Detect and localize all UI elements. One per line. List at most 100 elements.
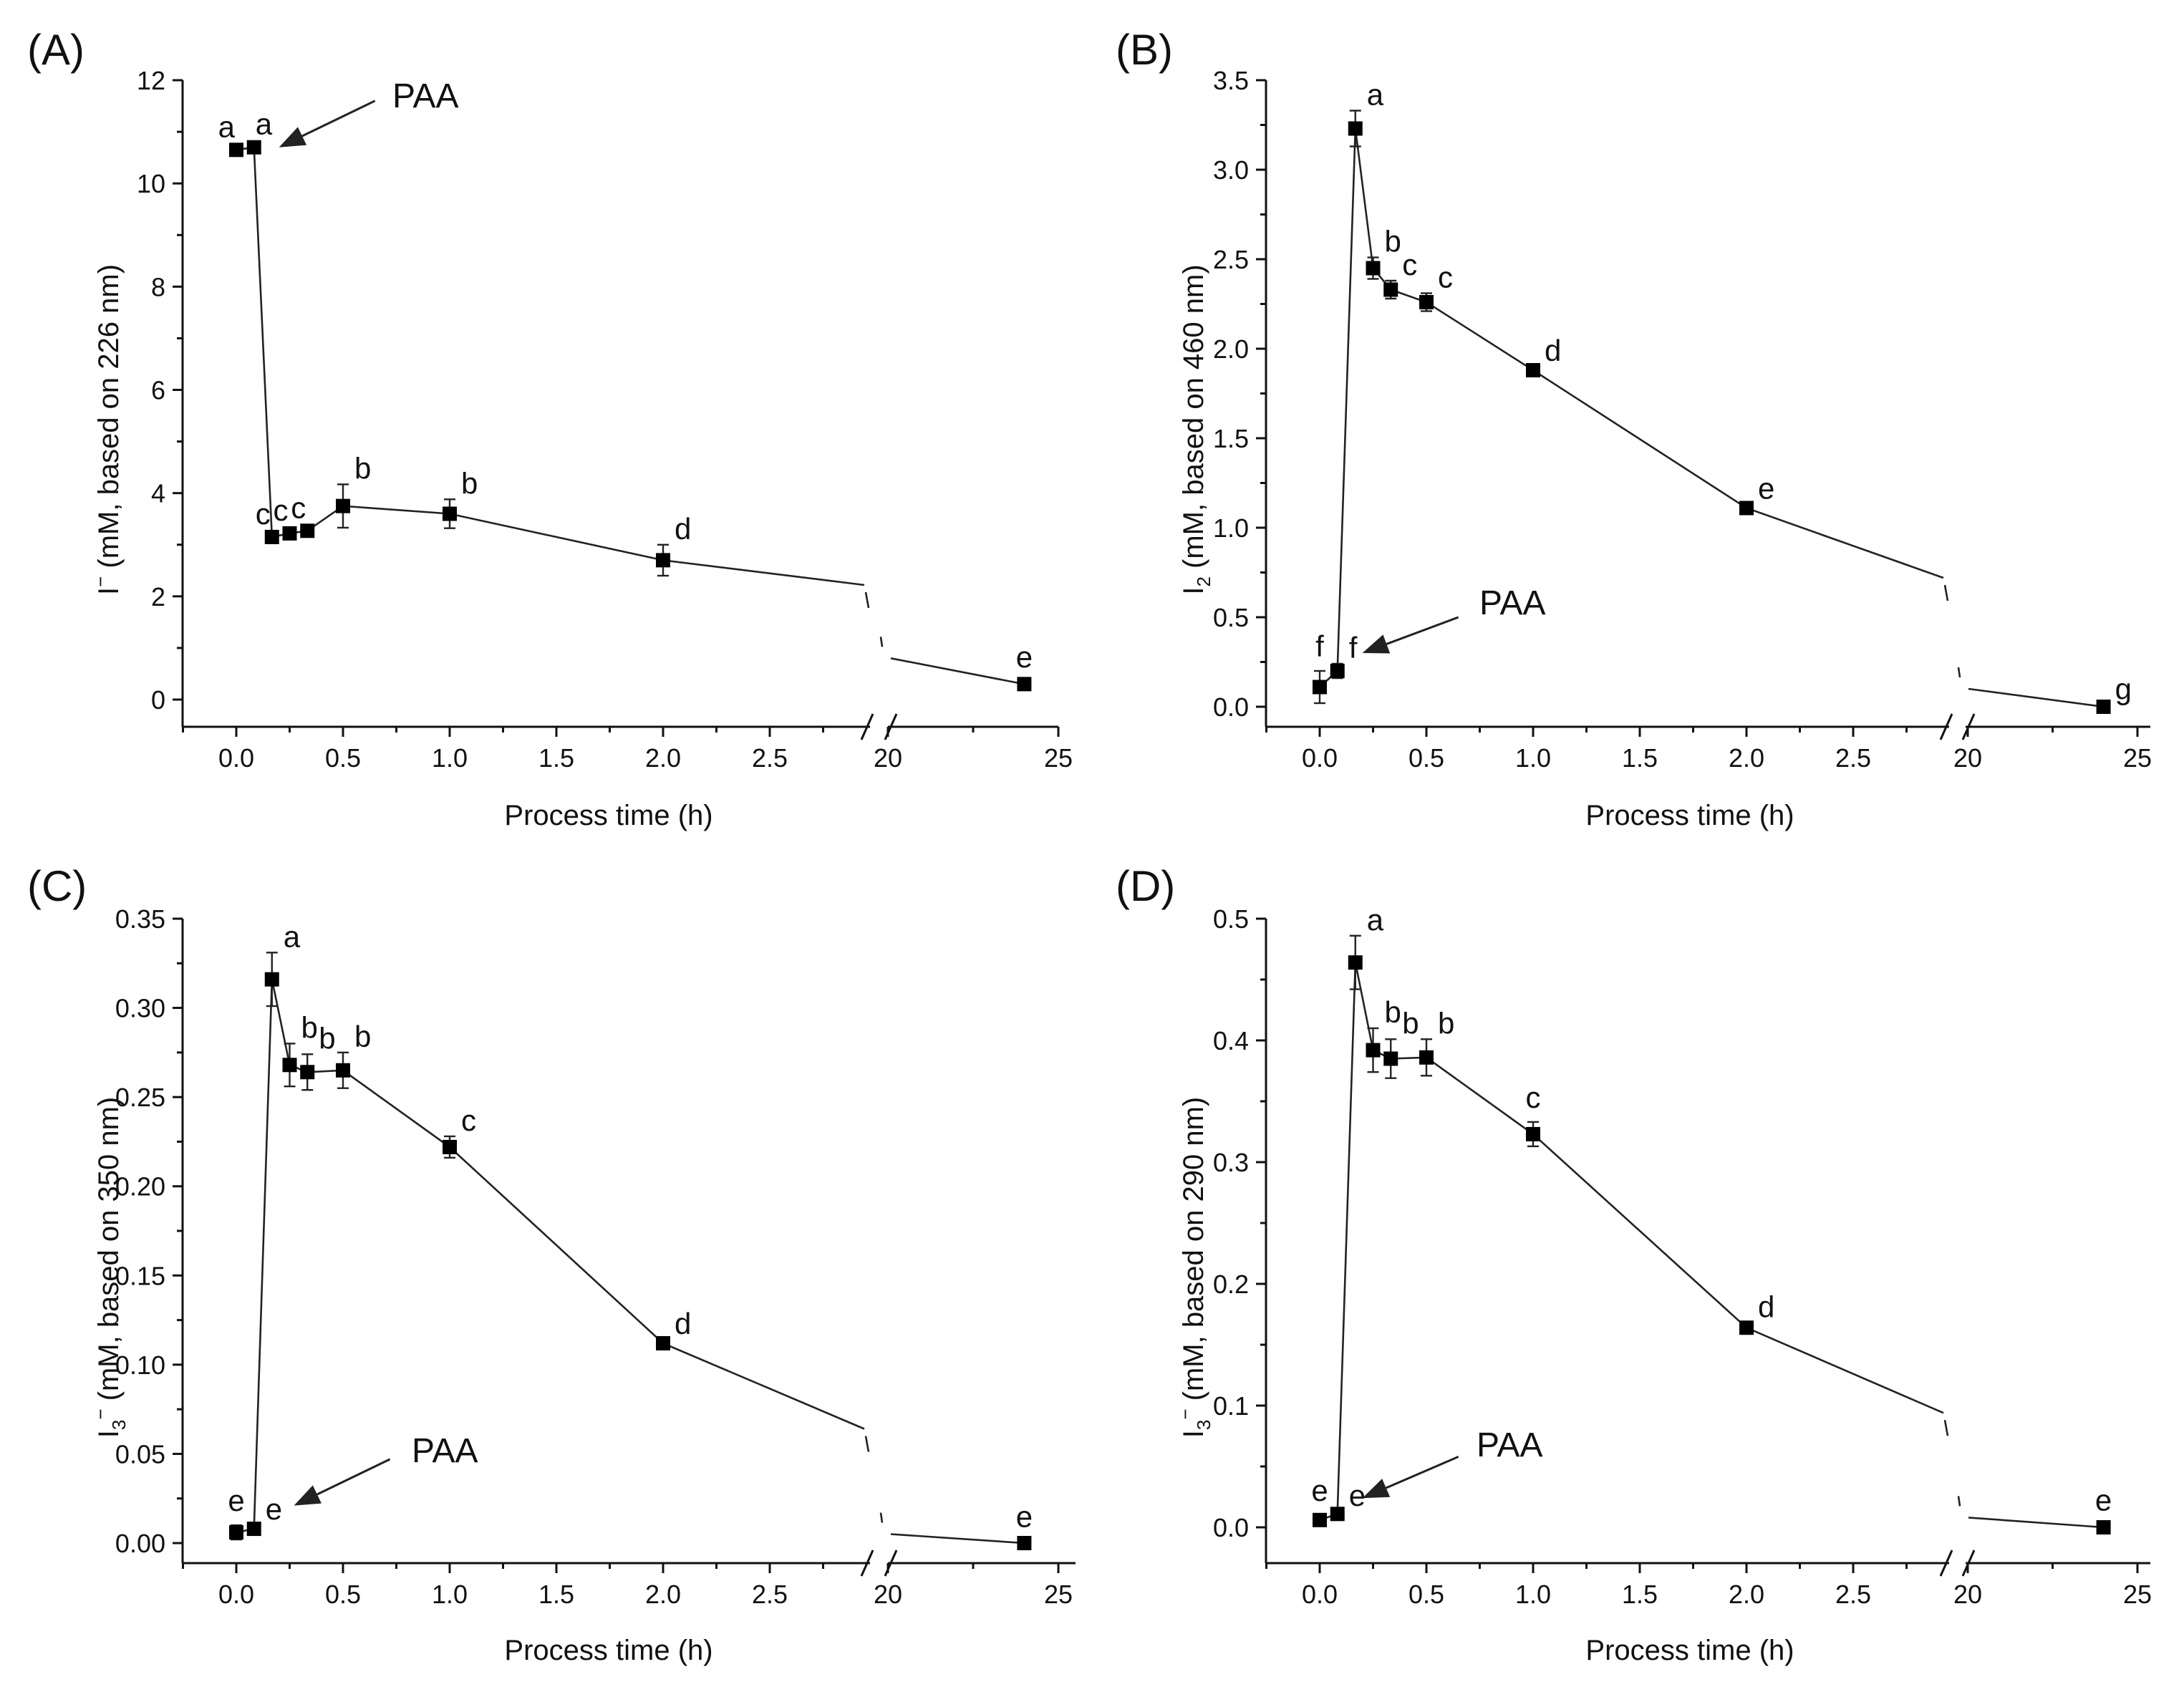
significance-label: e: [1349, 1479, 1366, 1512]
x-tick-label: 25: [2123, 1580, 2152, 1609]
series-break-dash: [864, 591, 870, 609]
y-tick-label: 2.5: [1213, 245, 1249, 274]
data-point: [300, 1065, 315, 1080]
data-point: [1017, 1536, 1032, 1550]
x-tick-label: 1.5: [538, 1580, 574, 1609]
significance-label: g: [2115, 672, 2132, 706]
x-tick-label: 0.5: [325, 743, 361, 773]
y-axis-label: I− (mM, based on 226 nm): [90, 264, 125, 595]
x-tick-label: 0.0: [1302, 1580, 1338, 1609]
significance-label: c: [1526, 1081, 1541, 1114]
y-tick-label: 0.3: [1213, 1148, 1249, 1177]
x-tick-label: 25: [1044, 743, 1073, 773]
data-point: [1017, 677, 1032, 692]
data-point: [229, 1525, 243, 1540]
significance-label: e: [228, 1484, 244, 1517]
data-point: [336, 1063, 350, 1078]
axis-break-mark: [1939, 713, 1953, 740]
significance-label: a: [1367, 903, 1384, 937]
significance-label: f: [1349, 631, 1358, 664]
significance-label: a: [1367, 78, 1384, 112]
data-point: [282, 526, 297, 541]
y-tick-label: 0.4: [1213, 1026, 1249, 1055]
x-tick-label: 25: [2123, 743, 2152, 773]
x-tick-label: 1.0: [1515, 1580, 1551, 1609]
y-tick-label: 4: [151, 479, 165, 508]
panel-label: (D): [1116, 862, 1175, 910]
data-point: [1526, 363, 1540, 377]
x-tick-label: 0.0: [218, 743, 254, 773]
y-label-sup: −: [90, 1408, 111, 1419]
y-label-rest: (mM, based on 460 nm): [1178, 264, 1209, 576]
significance-label: b: [1402, 1006, 1419, 1040]
significance-label: e: [1016, 640, 1033, 674]
series-line-segment2: [890, 1533, 1025, 1545]
data-point: [1348, 955, 1363, 970]
axis-break-mark: [1939, 1550, 1953, 1577]
y-label-rest: (mM, based on 350 nm): [93, 1097, 125, 1409]
data-point: [1313, 680, 1327, 695]
series-break-dash: [1943, 1419, 1949, 1436]
y-tick-label: 8: [151, 272, 165, 301]
data-point: [229, 142, 243, 158]
series-line-segment2: [1968, 1517, 2104, 1529]
y-tick-label: 12: [137, 66, 165, 95]
x-tick-label: 0.0: [1302, 743, 1338, 773]
x-tick-label: 1.0: [432, 1580, 468, 1609]
y-tick-label: 0.25: [115, 1083, 165, 1112]
paa-annotation: PAA: [412, 1432, 478, 1470]
panel-c: (C) Process time (h) I3− (mM, based on 3…: [27, 862, 1076, 1666]
data-point: [1330, 664, 1345, 678]
y-tick-label: 0: [151, 685, 165, 715]
data-point: [282, 1058, 297, 1073]
significance-label: e: [266, 1492, 282, 1526]
data-point: [1348, 121, 1363, 136]
series-line: [236, 979, 865, 1534]
significance-label: b: [319, 1021, 335, 1055]
x-tick-label: 20: [1953, 743, 1982, 773]
annotation-arrow-head: [294, 1485, 322, 1506]
panel-b: (B) Process time (h) I2 (mM, based on 46…: [1116, 26, 2152, 831]
y-tick-label: 0.35: [115, 904, 165, 934]
panel-label: (B): [1116, 26, 1173, 74]
y-tick-label: 0.30: [115, 994, 165, 1023]
significance-label: c: [256, 497, 271, 531]
data-point: [656, 553, 670, 568]
significance-label: d: [675, 512, 691, 546]
x-tick-label: 20: [874, 743, 902, 773]
series-break-dash: [864, 1436, 870, 1452]
y-tick-label: 0.1: [1213, 1391, 1249, 1421]
y-label-sup: −: [1174, 1408, 1196, 1419]
data-point: [1366, 1043, 1381, 1058]
annotation-arrow-head: [279, 127, 307, 148]
y-label-rest: (mM, based on 290 nm): [1178, 1097, 1209, 1409]
y-label-main: I: [1178, 1430, 1209, 1438]
y-label-main: I: [93, 587, 125, 595]
annotation-arrow-line: [1386, 1456, 1459, 1489]
data-point: [1419, 295, 1434, 309]
series-break-dash: [879, 637, 884, 647]
annotation-arrow-line: [301, 100, 376, 137]
x-tick-label: 2.0: [645, 1580, 681, 1609]
x-tick-label: 1.5: [1622, 743, 1658, 773]
y-tick-label: 3.0: [1213, 155, 1249, 185]
y-label-sup: −: [90, 576, 111, 587]
x-tick-label: 2.0: [1729, 743, 1764, 773]
panel-d: (D) Process time (h) I3− (mM, based on 2…: [1116, 862, 2152, 1666]
x-tick-label: 2.5: [1835, 743, 1871, 773]
annotation-arrow-head: [1362, 634, 1391, 654]
y-tick-label: 2.0: [1213, 334, 1249, 364]
panel-label: (C): [27, 862, 87, 910]
x-tick-label: 20: [874, 1580, 902, 1609]
series-line: [1319, 962, 1944, 1522]
data-point: [1313, 1512, 1327, 1527]
significance-label: e: [1016, 1500, 1033, 1534]
y-tick-label: 0.2: [1213, 1270, 1249, 1299]
axis-break-mark: [860, 713, 874, 740]
data-point: [264, 529, 279, 544]
series-line: [236, 146, 865, 586]
significance-label: a: [218, 110, 236, 143]
y-axis-label: I3− (mM, based on 290 nm): [1174, 1097, 1214, 1439]
